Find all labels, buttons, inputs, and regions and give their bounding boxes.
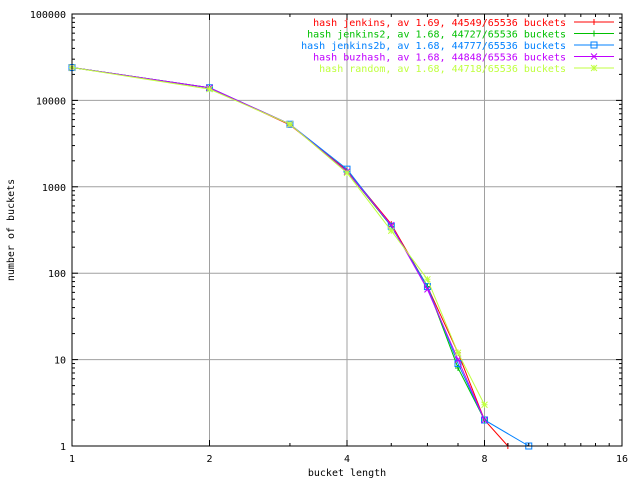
legend-swatch-marker — [591, 19, 597, 25]
y-axis-label: number of buckets — [6, 179, 17, 281]
series-4 — [68, 64, 488, 409]
data-point — [481, 416, 488, 424]
y-tick-label: 100000 — [30, 10, 66, 21]
data-point — [343, 169, 351, 177]
legend-swatch-marker — [591, 30, 597, 37]
data-point — [454, 349, 462, 357]
x-tick-label: 16 — [616, 454, 628, 465]
legend-entry-label: hash random, av 1.68, 44718/65536 bucket… — [319, 64, 566, 75]
y-tick-label: 10 — [54, 356, 66, 367]
x-tick-label: 4 — [344, 454, 350, 465]
data-point — [481, 416, 488, 424]
data-point — [387, 227, 395, 235]
x-tick-label: 8 — [481, 454, 487, 465]
series-line — [71, 67, 485, 406]
y-tick-label: 10000 — [36, 96, 66, 107]
legend-swatch-marker — [590, 53, 598, 60]
legend-swatch-marker — [590, 64, 598, 72]
x-tick-label: 2 — [206, 454, 212, 465]
data-point — [387, 221, 395, 229]
x-axis-label: bucket length — [308, 468, 386, 479]
y-tick-label: 100 — [48, 269, 66, 280]
data-point — [481, 401, 488, 409]
legend-entry-label: hash buzhash, av 1.68, 44848/65536 bucke… — [313, 53, 566, 64]
series-lines — [68, 64, 533, 450]
legend-entry-label: hash jenkins2b, av 1.68, 44777/65536 buc… — [301, 41, 566, 52]
y-tick-label: 1 — [60, 442, 66, 453]
legend-entry-label: hash jenkins, av 1.69, 44549/65536 bucke… — [313, 18, 566, 29]
legend-entry-label: hash jenkins2, av 1.68, 44727/65536 buck… — [307, 30, 566, 41]
x-tick-label: 1 — [69, 454, 75, 465]
data-point — [424, 275, 431, 283]
legend: hash jenkins, av 1.69, 44549/65536 bucke… — [301, 18, 614, 75]
data-point — [424, 286, 431, 293]
data-point — [206, 85, 213, 93]
data-point — [286, 120, 294, 128]
y-tick-label: 1000 — [42, 183, 66, 194]
axis-ticks — [71, 13, 623, 447]
axis-tick-labels: 1 2 4 8 16 1 10 100 1000 10000 100000 — [30, 10, 628, 465]
legend-swatch-marker — [590, 41, 598, 49]
series-line — [71, 67, 485, 421]
